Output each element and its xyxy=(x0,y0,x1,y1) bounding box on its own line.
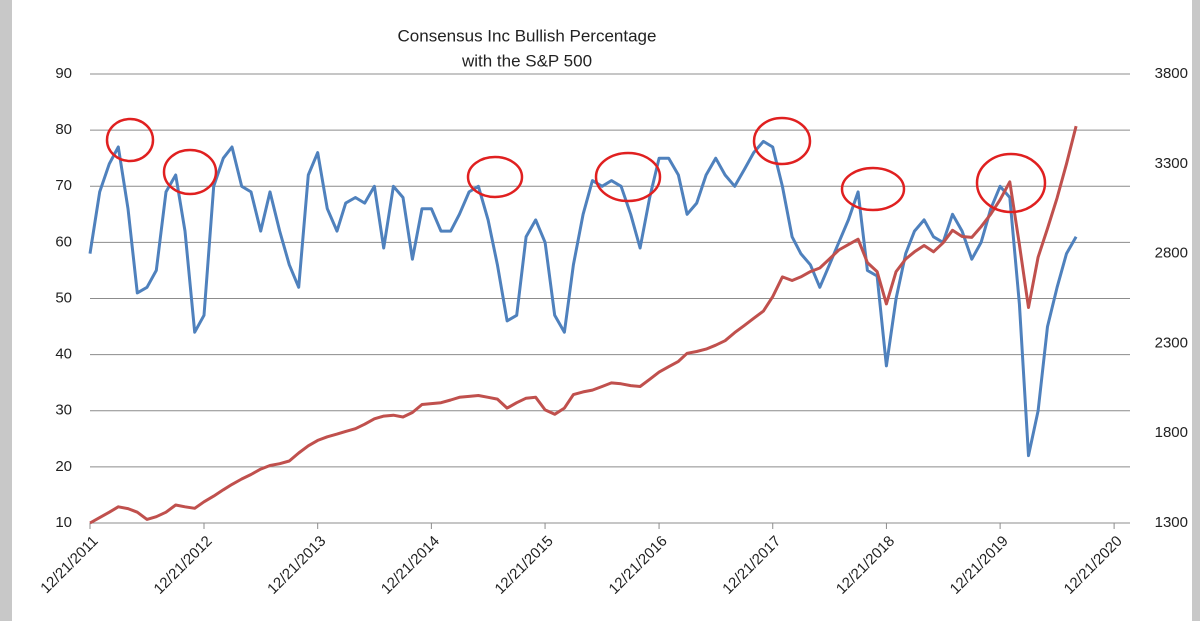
chart-area xyxy=(12,0,1192,621)
annotations xyxy=(105,116,1047,214)
y2-tick-label: 1300 xyxy=(1155,514,1188,531)
circle-annotation xyxy=(594,151,662,203)
circle-annotation xyxy=(105,117,155,163)
y2-tick-label: 3300 xyxy=(1155,155,1188,172)
y2-tick-label: 2300 xyxy=(1155,334,1188,351)
y-tick-label: 50 xyxy=(55,289,72,306)
circle-annotation xyxy=(162,148,218,196)
circle-annotation xyxy=(840,166,906,212)
y2-tick-label: 2800 xyxy=(1155,245,1188,262)
y-tick-label: 70 xyxy=(55,177,72,194)
y-tick-label: 40 xyxy=(55,346,72,363)
y-tick-label: 60 xyxy=(55,233,72,250)
y-tick-label: 90 xyxy=(55,65,72,82)
y-tick-label: 20 xyxy=(55,458,72,475)
y2-tick-label: 1800 xyxy=(1155,424,1188,441)
series-line xyxy=(89,125,1078,525)
y-tick-label: 80 xyxy=(55,121,72,138)
circle-annotation xyxy=(752,116,812,166)
circle-annotation xyxy=(975,152,1047,214)
y-tick-label: 30 xyxy=(55,402,72,419)
chart-subtitle: with the S&P 500 xyxy=(461,51,592,70)
y-tick-label: 10 xyxy=(55,514,72,531)
circle-annotation xyxy=(466,155,524,199)
chart-title: Consensus Inc Bullish Percentage xyxy=(398,26,657,45)
y2-tick-label: 3800 xyxy=(1155,65,1188,82)
series-line xyxy=(88,139,1078,458)
